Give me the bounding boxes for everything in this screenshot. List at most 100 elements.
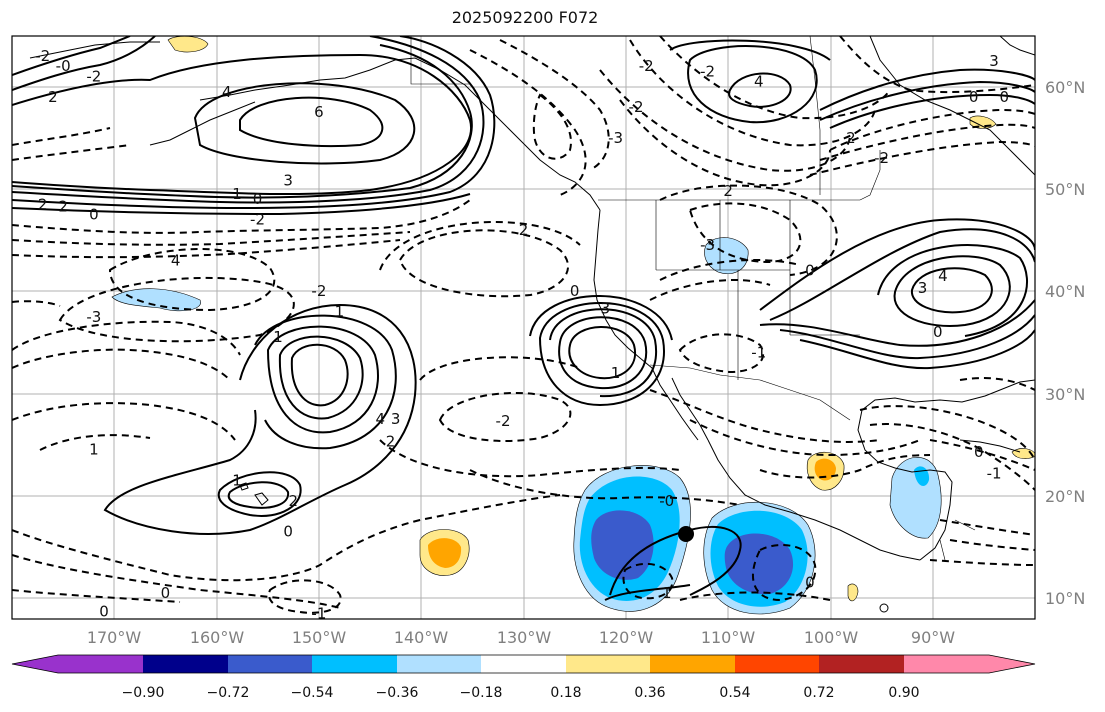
contour-label: -2: [311, 282, 326, 300]
lon-label: 140°W: [394, 628, 449, 647]
contour-label: 0: [253, 190, 263, 208]
colorbar-segment: [481, 655, 566, 673]
colorbar-segment: [904, 655, 989, 673]
map-frame: [11, 35, 1036, 620]
colorbar-segment: [312, 655, 397, 673]
colorbar-segment: [58, 655, 143, 673]
contour-label: 1: [611, 364, 621, 382]
lon-label: 100°W: [804, 628, 859, 647]
contour-label: 2: [846, 129, 856, 147]
contour-label: 2: [289, 492, 299, 510]
contour-label: 3: [601, 300, 611, 318]
colorbar-extend-min: [12, 655, 58, 673]
contour-label: 0: [570, 282, 580, 300]
contour-label: 4: [938, 267, 948, 285]
colorbar-tick-label: −0.72: [207, 685, 250, 701]
colorbar-segment: [566, 655, 650, 673]
contour-label: -0: [659, 492, 674, 510]
contour-label: 2: [58, 197, 68, 215]
contour-label: 1: [232, 471, 242, 489]
colorbar-extend-max: [989, 655, 1035, 673]
colorbar-tick-label: −0.54: [291, 685, 334, 701]
contour-label: 0: [974, 443, 984, 461]
colorbar-segment: [819, 655, 904, 673]
contour-label: 1: [662, 584, 672, 602]
lat-label: 40°N: [1045, 282, 1085, 301]
contour-label: 3: [283, 172, 293, 190]
colorbar-tick-labels: −0.90 −0.72 −0.54 −0.36 −0.18 0.18 0.36 …: [122, 685, 920, 701]
contour-label: 0: [933, 323, 943, 341]
colorbar-tick-label: 0.54: [719, 685, 750, 701]
contour-label: -2: [639, 57, 654, 75]
contour-label: -2: [496, 412, 511, 430]
contour-label: 0: [89, 205, 99, 223]
colorbar-tick-label: 0.72: [803, 685, 834, 701]
shaded-anomaly-fields: [111, 36, 1035, 615]
contour-label: 0: [805, 262, 815, 280]
colorbar-segment: [143, 655, 228, 673]
coastlines: [29, 36, 1035, 613]
colorbar-tick-label: 0.90: [888, 685, 919, 701]
colorbar-tick-label: −0.18: [460, 685, 503, 701]
latitude-labels: 60°N 50°N 40°N 30°N 20°N 10°N: [1045, 78, 1085, 608]
contour-label: 2: [48, 88, 58, 106]
negative-contours: [12, 36, 1035, 614]
colorbar-tick-label: −0.90: [122, 685, 165, 701]
contour-label: -0: [56, 57, 71, 75]
contour-label: -3: [608, 129, 623, 147]
contour-label: 3: [391, 410, 401, 428]
contour-label: 2: [386, 433, 396, 451]
political-borders: [410, 36, 976, 561]
contour-label: 4: [754, 73, 764, 91]
positive-contours: [12, 36, 1035, 601]
contour-label: 1: [89, 441, 99, 459]
contour-label: -1: [987, 464, 1002, 482]
contour-label: 4: [376, 410, 386, 428]
contour-label: 0: [969, 88, 979, 106]
longitude-labels: 170°W 160°W 150°W 140°W 130°W 120°W 110°…: [87, 628, 955, 647]
lon-label: 150°W: [292, 628, 347, 647]
contour-label: -2: [86, 67, 101, 85]
contour-label: 0: [1000, 88, 1010, 106]
colorbar-tick-label: −0.36: [376, 685, 419, 701]
colorbar-segment: [228, 655, 312, 673]
contour-label: -2: [629, 98, 644, 116]
colorbar-tick-label: 0.36: [634, 685, 665, 701]
contour-label: -2: [250, 211, 265, 229]
contour-label: 0: [99, 602, 109, 620]
contour-label: 1: [335, 303, 345, 321]
map-title: 2025092200 F072: [451, 8, 599, 27]
lon-label: 110°W: [701, 628, 756, 647]
contour-label: -2: [700, 62, 715, 80]
contour-label: 1: [232, 185, 242, 203]
contour-label: -2: [35, 47, 50, 65]
lat-label: 60°N: [1045, 78, 1085, 97]
lon-label: 170°W: [87, 628, 142, 647]
contour-label: 0: [283, 523, 293, 541]
contour-label: 2: [723, 182, 733, 200]
contour-label: -2: [874, 149, 889, 167]
lon-label: 130°W: [497, 628, 552, 647]
contour-label: 3: [918, 279, 928, 297]
lat-label: 50°N: [1045, 180, 1085, 199]
colorbar-segment: [397, 655, 481, 673]
colorbar: [11, 654, 1036, 674]
contour-label: 4: [222, 83, 232, 101]
colorbar-outline: [11, 654, 1036, 674]
location-marker: [678, 526, 694, 542]
contour-label: 2: [38, 195, 48, 213]
contour-label: 6: [314, 103, 324, 121]
lat-label: 20°N: [1045, 487, 1085, 506]
lon-label: 90°W: [911, 628, 955, 647]
contour-label: -1: [311, 604, 326, 622]
contour-label: -1: [751, 344, 766, 362]
contour-label: 0: [161, 584, 171, 602]
colorbar-tick-label: 0.18: [550, 685, 581, 701]
lon-label: 160°W: [190, 628, 245, 647]
contour-label: 1: [273, 328, 283, 346]
contour-label: 3: [989, 52, 999, 70]
lat-label: 30°N: [1045, 385, 1085, 404]
contour-label: 4: [171, 252, 181, 270]
colorbar-segment: [650, 655, 735, 673]
